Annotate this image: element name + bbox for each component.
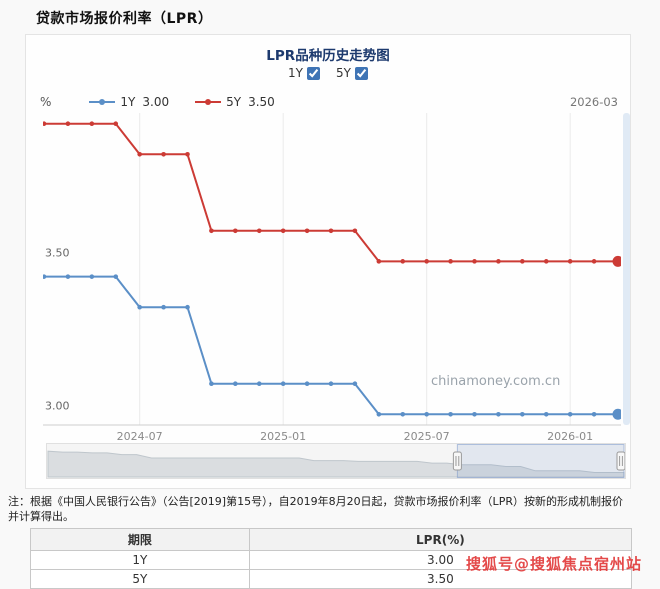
navigator-chart[interactable] xyxy=(47,444,626,478)
x-axis-label: 2025-07 xyxy=(404,430,450,443)
data-point-1y[interactable] xyxy=(376,411,382,417)
current-date-label: 2026-03 xyxy=(569,95,618,109)
checkbox-1y[interactable] xyxy=(307,66,320,80)
data-point-5y[interactable] xyxy=(567,259,573,264)
data-point-5y[interactable] xyxy=(161,151,166,157)
data-point-1y[interactable] xyxy=(472,411,477,417)
data-point-5y[interactable] xyxy=(280,228,286,234)
data-point-5y[interactable] xyxy=(448,259,453,264)
x-axis-label: 2025-01 xyxy=(260,430,306,443)
navigator-handle-left[interactable] xyxy=(452,451,462,471)
data-point-5y[interactable] xyxy=(256,228,262,234)
x-axis-label: 2024-07 xyxy=(117,430,163,443)
data-point-5y[interactable] xyxy=(233,228,238,234)
data-point-5y[interactable] xyxy=(328,228,334,234)
plot-area[interactable]: 2024-07 2025-01 2025-07 2026-01 chinamoney.c… xyxy=(41,113,624,445)
legend-row: % 1Y 3.00 5Y 3.50 2026-03 xyxy=(26,94,630,110)
data-point-1y[interactable] xyxy=(424,411,429,417)
data-point-1y[interactable] xyxy=(567,411,573,417)
data-point-5y[interactable] xyxy=(352,228,358,234)
series-line-1y xyxy=(44,275,618,416)
datazoom-navigator[interactable] xyxy=(46,443,626,479)
end-marker-1y[interactable] xyxy=(612,408,624,420)
lpr-trend-chart[interactable]: 2024-07 2025-01 2025-07 2026-01 chinamoney.c… xyxy=(41,113,624,445)
data-point-1y[interactable] xyxy=(89,274,95,279)
data-point-1y[interactable] xyxy=(352,381,358,387)
footnote: 注：根据《中国人民银行公告》（公告[2019]第15号），自2019年8月20日… xyxy=(8,494,656,524)
data-point-5y[interactable] xyxy=(65,121,71,127)
legend-line-icon xyxy=(195,99,222,105)
legend-item-1y[interactable]: 1Y 3.00 xyxy=(89,95,169,109)
table-header-term: 期限 xyxy=(30,528,250,551)
y-axis-unit-label: % xyxy=(40,95,52,109)
data-point-5y[interactable] xyxy=(496,259,501,264)
table-row: 1Y 3.00 xyxy=(30,550,633,570)
end-marker-5y[interactable] xyxy=(612,255,624,267)
checkbox-group-1y: 1Y xyxy=(288,66,320,80)
data-point-1y[interactable] xyxy=(161,304,166,310)
data-point-5y[interactable] xyxy=(209,228,214,234)
data-point-5y[interactable] xyxy=(137,151,142,157)
data-point-1y[interactable] xyxy=(543,411,549,417)
data-point-5y[interactable] xyxy=(376,259,382,264)
data-point-1y[interactable] xyxy=(256,381,262,387)
navigator-area xyxy=(47,450,625,478)
data-point-1y[interactable] xyxy=(328,381,334,387)
data-point-5y[interactable] xyxy=(472,259,477,264)
data-point-1y[interactable] xyxy=(280,381,286,387)
data-point-5y[interactable] xyxy=(520,259,525,264)
series-line-5y xyxy=(44,122,618,263)
page-title: 贷款市场报价利率（LPR） xyxy=(36,11,213,27)
x-axis-label: 2026-01 xyxy=(547,430,593,443)
data-point-1y[interactable] xyxy=(591,411,597,417)
data-point-5y[interactable] xyxy=(591,259,597,264)
footnote-line1: 注：根据《中国人民银行公告》（公告[2019]第15号），自2019年8月20日… xyxy=(8,495,623,508)
sohu-watermark: 搜狐号@搜狐焦点宿州站 xyxy=(466,555,643,573)
data-point-1y[interactable] xyxy=(400,411,406,417)
data-point-1y[interactable] xyxy=(185,304,190,310)
data-point-5y[interactable] xyxy=(543,259,549,264)
table-cell-term-5y: 5Y xyxy=(30,569,250,589)
data-point-5y[interactable] xyxy=(185,151,190,157)
table-cell-term-1y: 1Y xyxy=(30,550,250,570)
data-point-1y[interactable] xyxy=(41,274,47,279)
checkbox-group-5y: 5Y xyxy=(336,66,368,80)
data-point-1y[interactable] xyxy=(113,274,119,279)
data-point-5y[interactable] xyxy=(400,259,406,264)
navigator-selection[interactable] xyxy=(456,444,625,478)
table-header-row: 期限 LPR(%) xyxy=(30,528,633,551)
checkbox-1y-label: 1Y xyxy=(288,66,303,80)
data-point-1y[interactable] xyxy=(137,304,142,310)
data-point-1y[interactable] xyxy=(448,411,453,417)
footnote-line2: 并计算得出。 xyxy=(8,510,74,523)
legend-line-icon xyxy=(89,99,116,105)
chart-title: LPR品种历史走势图 xyxy=(266,48,390,64)
chart-legend: 1Y 3.00 5Y 3.50 xyxy=(89,95,275,109)
data-point-5y[interactable] xyxy=(41,121,47,127)
table-header-lpr: LPR(%) xyxy=(248,528,633,551)
data-point-1y[interactable] xyxy=(65,274,71,279)
data-point-5y[interactable] xyxy=(89,121,95,127)
data-point-5y[interactable] xyxy=(113,121,119,127)
y-axis-zoom-slider[interactable] xyxy=(623,113,630,425)
data-point-1y[interactable] xyxy=(233,381,238,387)
data-point-1y[interactable] xyxy=(496,411,501,417)
data-point-1y[interactable] xyxy=(304,381,310,387)
data-point-5y[interactable] xyxy=(424,259,429,264)
navigator-handle-right[interactable] xyxy=(616,451,626,471)
y-axis-label: 3.50 xyxy=(45,246,70,259)
y-axis-label: 3.00 xyxy=(45,399,70,412)
series-checkbox-row: 1Y 5Y xyxy=(26,66,630,80)
chart-card: LPR品种历史走势图 1Y 5Y % 1Y 3.00 5Y 3.50 2026-03 … xyxy=(25,34,631,489)
data-point-1y[interactable] xyxy=(520,411,525,417)
checkbox-5y[interactable] xyxy=(354,66,368,80)
checkbox-5y-label: 5Y xyxy=(336,66,351,80)
data-point-5y[interactable] xyxy=(304,228,310,234)
data-point-1y[interactable] xyxy=(209,381,214,387)
legend-item-5y[interactable]: 5Y 3.50 xyxy=(195,95,275,109)
chart-watermark: chinamoney.com.cn xyxy=(431,374,560,389)
